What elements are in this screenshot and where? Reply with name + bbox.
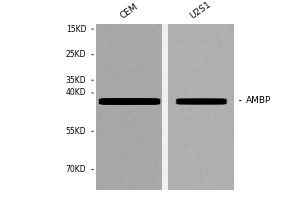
Bar bbox=[162, 24, 168, 190]
Bar bbox=[96, 24, 162, 190]
Text: 70KD: 70KD bbox=[66, 165, 86, 174]
Text: 55KD: 55KD bbox=[66, 127, 86, 136]
Bar bbox=[168, 24, 234, 190]
Text: 40KD: 40KD bbox=[66, 88, 86, 97]
Text: CEM: CEM bbox=[118, 2, 140, 20]
Text: U2S1: U2S1 bbox=[189, 0, 213, 20]
Text: 25KD: 25KD bbox=[66, 50, 86, 59]
Text: 35KD: 35KD bbox=[66, 76, 86, 85]
Text: 15KD: 15KD bbox=[66, 25, 86, 34]
Text: AMBP: AMBP bbox=[246, 96, 272, 105]
